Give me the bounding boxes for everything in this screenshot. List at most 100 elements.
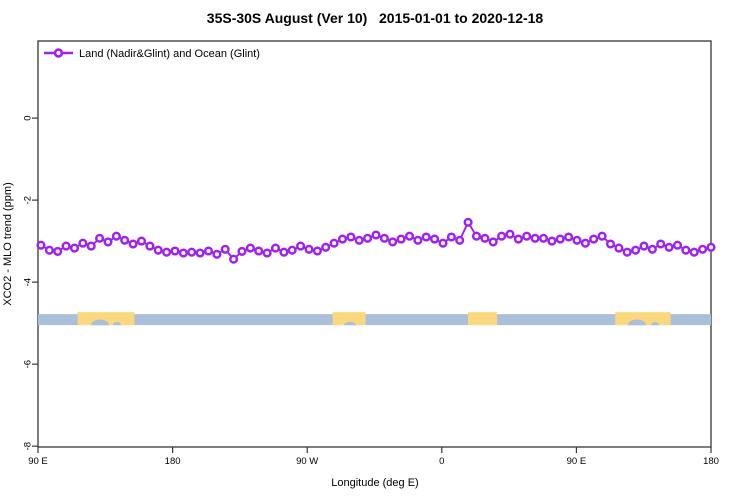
- data-point: [538, 233, 549, 243]
- data-point: [497, 231, 507, 241]
- data-point: [605, 239, 616, 249]
- data-point: [296, 241, 306, 251]
- data-point: [78, 238, 88, 248]
- axis-ticks: 90 E 180 90 W 0 90 E 180 0 -2 -4 -6 -8: [23, 115, 719, 467]
- data-point: [178, 248, 188, 258]
- data-point: [471, 231, 482, 241]
- data-point: [128, 239, 138, 249]
- y-tick-label: -8: [23, 442, 34, 450]
- data-point: [237, 246, 247, 256]
- data-point: [480, 233, 490, 243]
- data-point: [589, 234, 599, 244]
- coast-notch: [91, 319, 110, 326]
- coast-notch: [343, 321, 356, 326]
- data-point: [698, 244, 708, 254]
- data-point: [53, 246, 63, 256]
- ocean-band: [38, 314, 711, 326]
- chart-title: 35S-30S August (Ver 10) 2015-01-01 to 20…: [207, 10, 544, 26]
- data-point: [379, 233, 389, 243]
- data-point: [572, 235, 582, 245]
- data-point: [488, 237, 498, 247]
- data-point: [513, 234, 523, 244]
- data-point: [564, 232, 574, 242]
- data-point: [371, 230, 381, 240]
- data-point: [622, 247, 632, 257]
- data-point: [672, 240, 683, 250]
- coast-notch: [651, 321, 660, 326]
- land-patch: [332, 312, 366, 326]
- data-point: [413, 235, 423, 245]
- data-point: [580, 238, 590, 248]
- latitude-band-map-strip: [38, 312, 711, 326]
- legend-marker-icon: [53, 48, 64, 58]
- data-point: [430, 234, 440, 244]
- data-point: [36, 240, 46, 250]
- data-point: [647, 244, 657, 254]
- coast-notch: [112, 321, 122, 326]
- data-point: [195, 248, 205, 258]
- data-point: [95, 233, 105, 243]
- data-point: [153, 245, 163, 255]
- x-tick-label: 90 E: [28, 456, 48, 467]
- data-point: [346, 232, 356, 242]
- data-point: [229, 254, 239, 264]
- data-point: [614, 243, 624, 253]
- data-point: [522, 231, 532, 241]
- data-point: [505, 229, 515, 239]
- x-tick-label: 90 E: [567, 456, 587, 467]
- data-point: [329, 238, 339, 248]
- data-point: [120, 235, 130, 245]
- data-point: [162, 247, 172, 257]
- land-patch: [77, 312, 135, 326]
- y-axis-label: XCO2 - MLO trend (ppm): [2, 182, 14, 305]
- data-point: [656, 239, 666, 249]
- data-point: [103, 237, 113, 247]
- data-point: [438, 238, 448, 248]
- legend-label: Land (Nadir&Glint) and Ocean (Glint): [79, 48, 260, 60]
- data-point: [187, 247, 197, 257]
- data-point: [547, 236, 557, 246]
- data-point: [212, 249, 222, 259]
- data-point: [681, 245, 691, 255]
- data-point: [664, 242, 674, 252]
- data-point: [312, 246, 322, 256]
- data-point: [404, 231, 415, 241]
- data-point: [287, 245, 297, 255]
- x-tick-label: 180: [703, 456, 719, 467]
- data-point: [446, 232, 456, 242]
- data-point: [145, 241, 155, 251]
- data-series: [36, 217, 716, 264]
- data-point: [304, 244, 314, 254]
- data-point: [44, 245, 54, 255]
- legend: Land (Nadir&Glint) and Ocean (Glint): [44, 48, 260, 60]
- data-point: [136, 236, 147, 246]
- x-axis-label: Longitude (deg E): [331, 477, 418, 489]
- data-point: [337, 234, 348, 244]
- data-point: [706, 242, 716, 252]
- y-tick-label: -6: [23, 360, 34, 368]
- data-point: [597, 231, 607, 241]
- data-point: [363, 233, 373, 243]
- data-point: [396, 234, 406, 244]
- data-point: [421, 232, 431, 242]
- data-point: [631, 245, 641, 255]
- data-point: [254, 246, 264, 256]
- data-point: [245, 243, 255, 253]
- y-tick-label: -4: [23, 278, 34, 286]
- y-tick-label: -2: [23, 196, 34, 204]
- coast-notch: [627, 319, 646, 326]
- data-point: [86, 241, 96, 251]
- x-tick-label: 90 W: [296, 456, 318, 467]
- data-point: [639, 241, 649, 251]
- data-point: [689, 247, 699, 257]
- x-tick-label: 0: [439, 456, 444, 467]
- data-point: [321, 242, 331, 252]
- data-point: [530, 233, 540, 243]
- data-point: [354, 235, 364, 245]
- x-tick-label: 180: [165, 456, 181, 467]
- data-point: [388, 237, 398, 247]
- data-point: [270, 243, 281, 253]
- land-patch: [615, 312, 671, 326]
